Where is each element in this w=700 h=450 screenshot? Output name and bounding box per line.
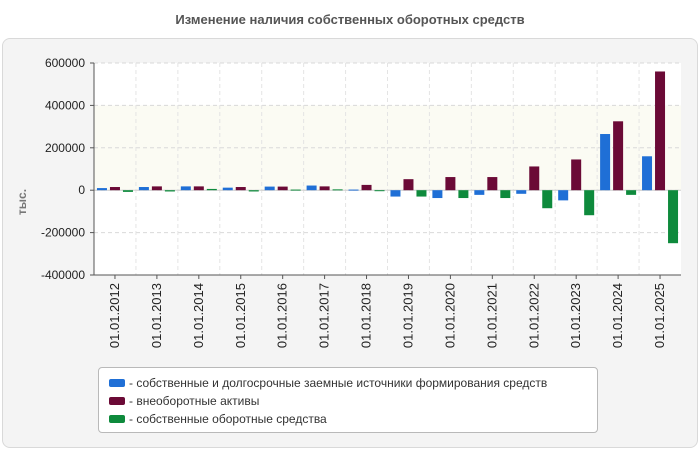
legend-label-noncurrent-assets: - внеоборотные активы [129,394,260,408]
x-tick-label: 01.01.2019 [400,283,415,348]
bar-noncurrent-assets [109,187,120,191]
bar-sources [432,190,443,199]
bar-sources [138,187,149,191]
bar-noncurrent-assets [529,166,540,191]
x-tick-label: 01.01.2014 [191,283,206,348]
bar-sources [600,134,611,191]
bar-sources [222,187,233,191]
bar-working-capital [290,189,301,191]
bar-working-capital [542,190,553,209]
x-tick-label: 01.01.2023 [568,283,583,348]
legend-item-sources: - собственные и долгосрочные заемные ист… [109,374,587,392]
bar-sources [306,185,317,191]
bar-sources [516,190,527,194]
bar-working-capital [668,190,679,244]
bar-noncurrent-assets [487,177,498,191]
bar-noncurrent-assets [277,186,288,191]
bar-noncurrent-assets [571,159,582,191]
bar-sources [474,190,485,195]
bar-noncurrent-assets [403,179,414,191]
bar-working-capital [206,188,217,191]
legend-label-working-capital: - собственные оборотные средства [129,412,327,426]
bar-sources [180,186,191,191]
bar-noncurrent-assets [613,121,624,191]
y-tick-label: 600000 [45,56,85,70]
bar-working-capital [626,190,637,195]
bar-sources [558,190,569,201]
x-tick-label: 01.01.2022 [526,283,541,348]
bar-sources [390,190,401,197]
x-tick-label: 01.01.2018 [359,283,374,348]
legend-item-noncurrent-assets: - внеоборотные активы [109,392,587,410]
chart-title: Изменение наличия собственных оборотных … [175,12,525,27]
bar-sources [348,189,359,191]
bar-sources [96,188,107,191]
bar-noncurrent-assets [193,186,204,191]
bar-noncurrent-assets [361,184,372,191]
x-tick-label: 01.01.2013 [149,283,164,348]
x-tick-label: 01.01.2021 [484,283,499,348]
bar-noncurrent-assets [151,186,162,191]
chart-legend: - собственные и долгосрочные заемные ист… [98,367,598,433]
legend-swatch-sources [109,379,125,387]
x-tick-label: 01.01.2012 [107,283,122,348]
bar-working-capital [248,190,259,192]
x-tick-label: 01.01.2015 [233,283,248,348]
x-tick-label: 01.01.2017 [317,283,332,348]
bar-chart: 600000 400000 200000 0 -200000 -400000 01.01.2… [41,56,681,348]
bar-working-capital [332,189,343,191]
bar-working-capital [416,190,427,197]
legend-item-working-capital: - собственные оборотные средства [109,410,587,428]
bar-noncurrent-assets [445,177,456,191]
y-tick-label: 0 [78,183,85,197]
y-tick-label: 400000 [45,98,85,112]
legend-label-sources: - собственные и долгосрочные заемные ист… [129,376,548,390]
bar-sources [264,186,275,191]
legend-swatch-noncurrent-assets [109,397,125,405]
bar-working-capital [122,190,133,192]
y-tick-label: -200000 [41,226,85,240]
bar-noncurrent-assets [319,186,330,191]
legend-swatch-working-capital [109,415,125,423]
x-tick-label: 01.01.2024 [610,283,625,348]
x-tick-label: 01.01.2016 [275,283,290,348]
x-tick-label: 01.01.2025 [652,283,667,348]
y-tick-label: 200000 [45,141,85,155]
bar-working-capital [164,190,175,192]
bar-sources [642,156,653,191]
bar-working-capital [374,190,385,192]
bar-noncurrent-assets [655,71,666,191]
bar-working-capital [584,190,595,216]
y-axis-label: тыс. [15,188,29,216]
bar-noncurrent-assets [235,187,246,191]
bar-working-capital [458,190,469,199]
bar-working-capital [500,190,511,199]
y-tick-label: -400000 [41,268,85,282]
x-tick-label: 01.01.2020 [442,283,457,348]
